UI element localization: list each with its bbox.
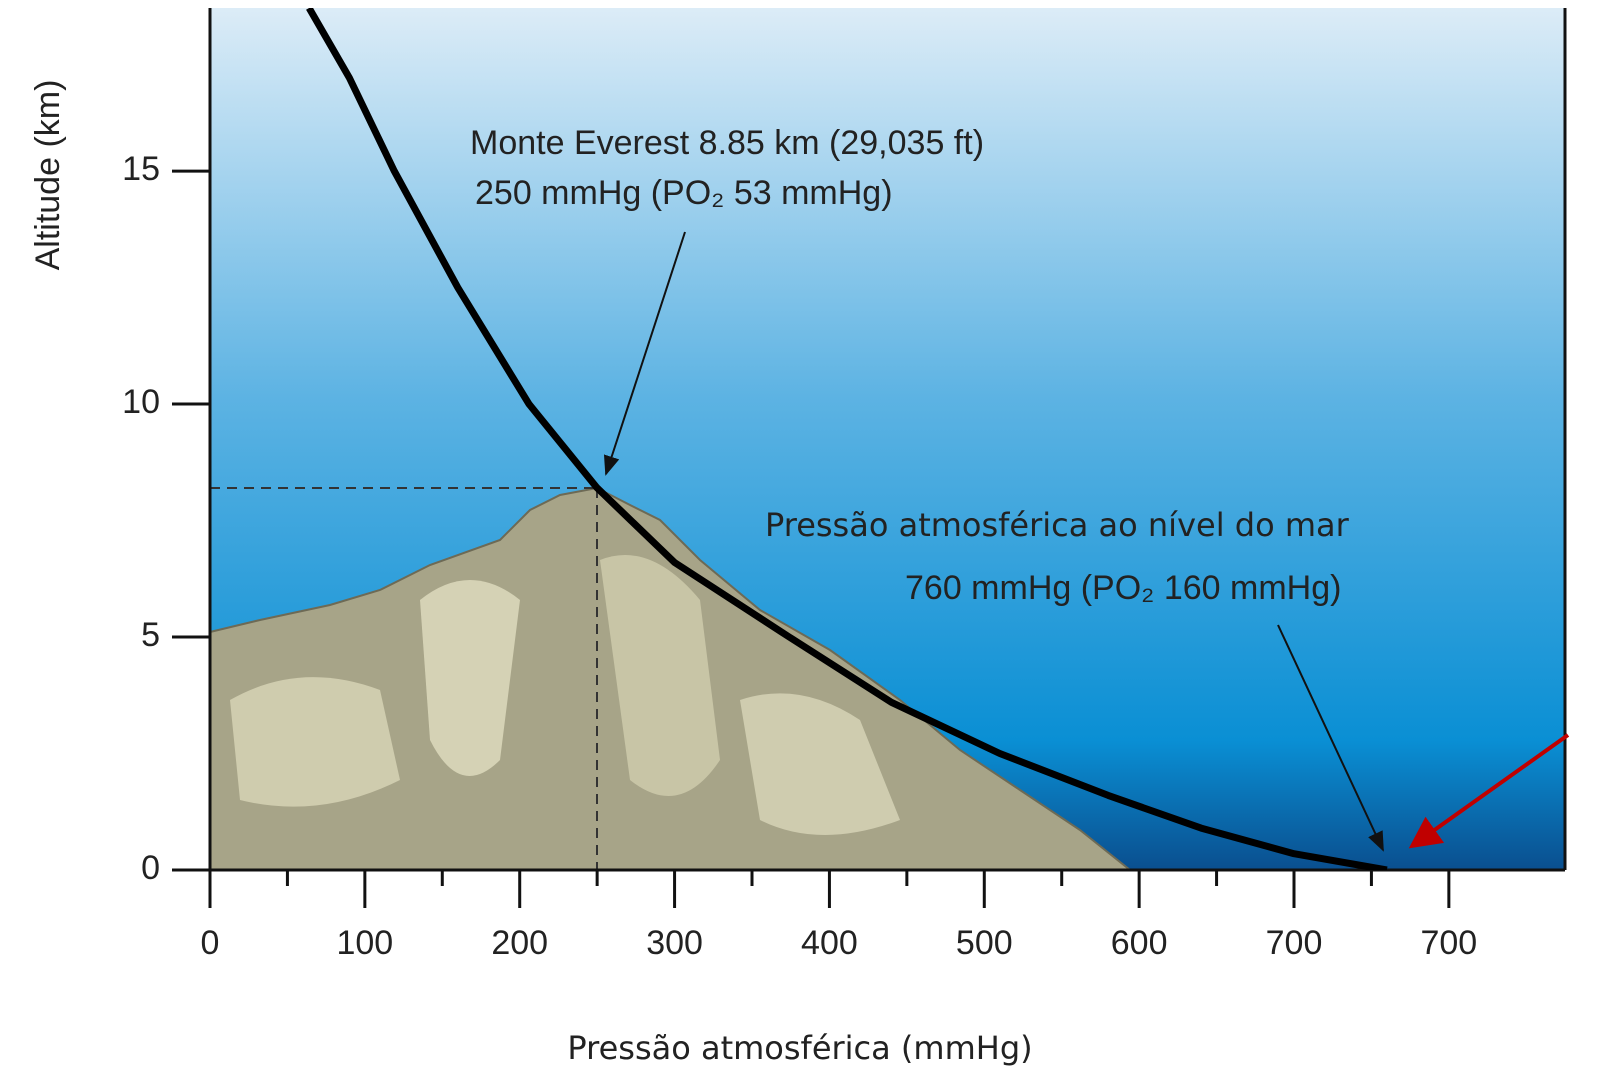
- y-tick-label: 5: [141, 616, 160, 654]
- x-tick-label: 400: [801, 924, 858, 962]
- y-tick-label: 15: [122, 150, 160, 188]
- y-axis-label: Altitude (km): [29, 80, 67, 271]
- annotation: Monte Everest 8.85 km (29,035 ft): [470, 124, 984, 162]
- x-tick-label: 600: [1111, 924, 1168, 962]
- annotation: 250 mmHg (PO₂ 53 mmHg): [475, 174, 893, 212]
- x-tick-label: 100: [336, 924, 393, 962]
- y-tick-label: 10: [122, 383, 160, 421]
- annotation: Pressão atmosférica ao nível do mar: [765, 506, 1350, 544]
- chart: Altitude (km) Pressão atmosférica (mmHg)…: [0, 0, 1605, 1084]
- x-axis-label: Pressão atmosférica (mmHg): [567, 1029, 1032, 1067]
- x-tick-label: 300: [646, 924, 703, 962]
- x-tick-label: 700: [1266, 924, 1323, 962]
- annotation: 760 mmHg (PO₂ 160 mmHg): [905, 569, 1341, 607]
- y-tick-label: 0: [141, 849, 160, 887]
- x-tick-label: 700: [1420, 924, 1477, 962]
- x-tick-label: 200: [491, 924, 548, 962]
- x-tick-label: 0: [201, 924, 220, 962]
- x-tick-label: 500: [956, 924, 1013, 962]
